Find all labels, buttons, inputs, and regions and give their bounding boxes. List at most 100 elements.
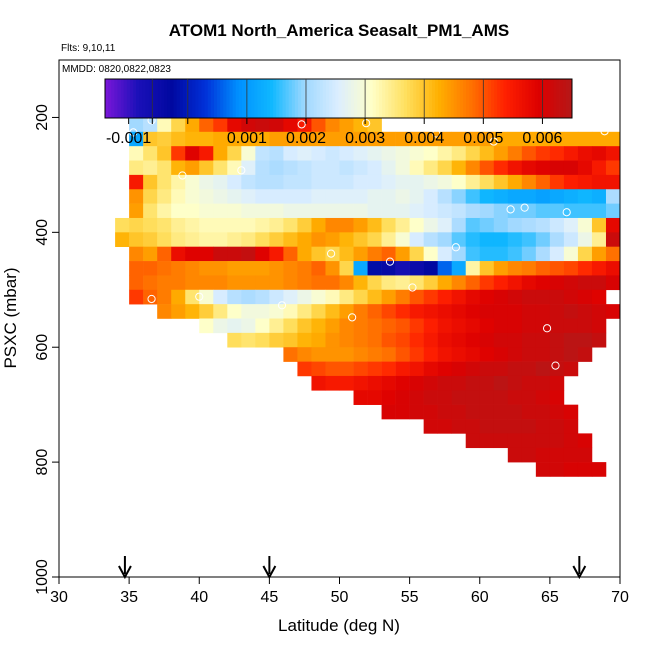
- heatmap-cell: [395, 361, 410, 377]
- heatmap-cell: [213, 232, 228, 247]
- heatmap-cell: [521, 390, 537, 405]
- heatmap-cell: [297, 160, 312, 176]
- sample-points: [120, 104, 609, 548]
- heatmap-cell: [325, 189, 340, 204]
- heatmap-cell: [479, 347, 495, 362]
- colorbar-segment: [241, 79, 246, 118]
- heatmap-cell: [367, 375, 382, 391]
- heatmap-cell: [367, 246, 382, 262]
- heatmap-cell: [241, 131, 256, 147]
- colorbar-segment: [413, 79, 417, 118]
- heatmap-cell: [591, 304, 607, 319]
- heatmap-cell: [409, 304, 424, 319]
- heatmap-cell: [493, 146, 509, 161]
- colorbar-segment: [525, 79, 529, 118]
- heatmap-cell: [325, 131, 340, 147]
- colorbar-segment: [316, 79, 321, 118]
- heatmap-cell: [269, 318, 284, 334]
- heatmap-cell: [521, 347, 537, 362]
- heatmap-cell: [535, 289, 551, 305]
- heatmap-cell: [451, 203, 467, 219]
- heatmap-cell: [269, 332, 284, 348]
- heatmap-cell: [199, 246, 214, 262]
- colorbar-segment: [301, 79, 305, 118]
- colorbar-segment: [369, 79, 374, 118]
- colorbar-segment: [204, 79, 209, 118]
- heatmap-cell: [521, 174, 537, 190]
- heatmap-cell: [353, 347, 368, 362]
- heatmap-cell: [535, 375, 551, 391]
- heatmap-cell: [521, 332, 537, 348]
- heatmap-cell: [423, 318, 438, 334]
- heatmap-cell: [227, 318, 242, 334]
- heatmap-cell: [451, 174, 467, 190]
- heatmap-cell: [549, 160, 565, 176]
- heatmap-cell: [549, 232, 565, 247]
- heatmap-cell: [311, 131, 326, 147]
- heatmap-cell: [255, 217, 270, 233]
- heatmap-cell: [353, 318, 368, 334]
- colorbar-segment: [410, 79, 414, 118]
- heatmap-cell: [381, 289, 396, 305]
- heatmap-cell: [507, 404, 523, 420]
- x-tick-label: 40: [190, 589, 208, 606]
- colorbar-segment: [537, 79, 542, 118]
- colorbar-segment: [123, 79, 128, 118]
- heatmap-cell: [199, 217, 214, 233]
- y-axis: 200 400 600 800 1000: [34, 104, 59, 595]
- heatmap-cell: [395, 332, 410, 348]
- heatmap-cell: [591, 261, 607, 276]
- heatmap-cell: [535, 131, 551, 147]
- heatmap-cell: [409, 361, 424, 377]
- heatmap-cell: [591, 146, 607, 161]
- colorbar-segment: [347, 79, 352, 118]
- heatmap-cell: [255, 146, 270, 161]
- heatmap-cell: [157, 203, 172, 219]
- colorbar-segment: [350, 79, 355, 118]
- heatmap-cell: [451, 146, 467, 161]
- heatmap-cell: [255, 261, 270, 276]
- heatmap-cell: [437, 261, 452, 276]
- heatmap-cell: [199, 174, 214, 190]
- heatmap-cell: [185, 304, 200, 319]
- sample-point-marker: [214, 342, 223, 351]
- heatmap-cell: [535, 462, 551, 477]
- heatmap-cell: [381, 160, 396, 176]
- colorbar-segment: [257, 79, 262, 118]
- sample-point-marker: [237, 166, 246, 175]
- heatmap-cell: [465, 361, 481, 377]
- heatmap-cell: [437, 347, 452, 362]
- colorbar-segment: [213, 79, 218, 118]
- heatmap-cell: [479, 332, 495, 348]
- heatmap-cell: [563, 447, 579, 463]
- y-tick-label: 400: [34, 219, 51, 246]
- colorbar-segment: [161, 79, 165, 118]
- heatmap-cell: [521, 318, 537, 334]
- colorbar-segment: [487, 79, 492, 118]
- y-tick-label: 800: [34, 449, 51, 476]
- heatmap-cell: [507, 375, 523, 391]
- heatmap-cell: [409, 131, 424, 147]
- heatmap-cell: [409, 174, 424, 190]
- heatmap-cell: [129, 261, 144, 276]
- heatmap-cell: [143, 232, 158, 247]
- heatmap-cell: [213, 160, 228, 176]
- heatmap-cell: [339, 189, 354, 204]
- heatmap-cells: [115, 103, 621, 477]
- heatmap-cell: [143, 289, 158, 305]
- heatmap-cell: [493, 275, 509, 291]
- heatmap-cell: [213, 275, 228, 291]
- heatmap-cell: [465, 160, 481, 176]
- heatmap-cell: [255, 304, 270, 319]
- colorbar-segment: [366, 79, 371, 118]
- flights-note: Flts: 9,10,11: [61, 43, 116, 54]
- heatmap-cell: [577, 447, 593, 463]
- colorbar-tick-label: 0.002: [286, 130, 326, 147]
- heatmap-cell: [493, 332, 509, 348]
- heatmap-cell: [465, 217, 481, 233]
- x-tick-label: 30: [50, 589, 68, 606]
- heatmap-cell: [493, 361, 509, 377]
- heatmap-cell: [353, 203, 368, 219]
- heatmap-cell: [255, 174, 270, 190]
- heatmap-cell: [591, 275, 607, 291]
